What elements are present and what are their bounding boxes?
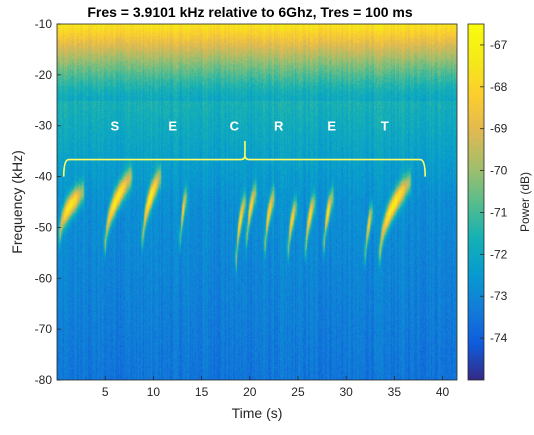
- annotation-letter: R: [274, 119, 284, 134]
- chart-title: Fres = 3.9101 kHz relative to 6Ghz, Tres…: [87, 4, 413, 20]
- y-tick-label: -30: [35, 119, 53, 133]
- annotation-letter: C: [230, 119, 240, 134]
- y-tick-label: -70: [35, 322, 53, 336]
- y-tick-label: -50: [35, 220, 53, 234]
- colorbar-tick-label: -68: [490, 80, 508, 94]
- x-tick-label: 5: [102, 385, 109, 399]
- annotation-letter: E: [327, 119, 336, 134]
- plot-border: [56, 23, 458, 381]
- colorbar-border: [467, 23, 485, 381]
- curly-brace: [62, 140, 426, 177]
- y-tick-label: -20: [35, 68, 53, 82]
- y-tick-label: -10: [35, 17, 53, 31]
- colorbar-tick-label: -69: [490, 122, 508, 136]
- colorbar-title: Power (dB): [518, 172, 532, 232]
- heatmap-foreign: [57, 24, 457, 380]
- y-axis-title: Frequency (kHz): [9, 150, 25, 253]
- colorbar-tick-label: -71: [490, 205, 508, 219]
- colorbar-foreign: [468, 24, 484, 380]
- annotation-letter: S: [110, 119, 119, 134]
- colorbar-tick-label: -70: [490, 164, 508, 178]
- x-tick-label: 10: [147, 385, 161, 399]
- y-tick-label: -80: [35, 373, 53, 387]
- colorbar: [468, 24, 484, 380]
- colorbar-tick-label: -74: [490, 331, 508, 345]
- x-tick-label: 15: [195, 385, 209, 399]
- colorbar-tick-label: -67: [490, 38, 508, 52]
- y-axis: -10 -20 -30 -40 -50 -60 -70 -80: [35, 17, 61, 387]
- colorbar-tick-label: -73: [490, 289, 508, 303]
- colorbar-tick-label: -72: [490, 247, 508, 261]
- annotation-letter: T: [381, 119, 389, 134]
- x-tick-label: 20: [243, 385, 257, 399]
- x-tick-label: 25: [291, 385, 305, 399]
- x-axis-title: Time (s): [232, 405, 283, 421]
- colorbar-axis: -67 -68 -69 -70 -71 -72 -73 -74: [480, 38, 508, 345]
- x-tick-label: 30: [339, 385, 353, 399]
- x-tick-label: 35: [388, 385, 402, 399]
- x-axis: 5 10 15 20 25 30 35 40: [102, 376, 450, 399]
- y-tick-label: -60: [35, 271, 53, 285]
- y-tick-label: -40: [35, 170, 53, 184]
- spectrogram-heatmap: [57, 24, 457, 380]
- x-tick-label: 40: [436, 385, 450, 399]
- annotation-letter: E: [168, 119, 177, 134]
